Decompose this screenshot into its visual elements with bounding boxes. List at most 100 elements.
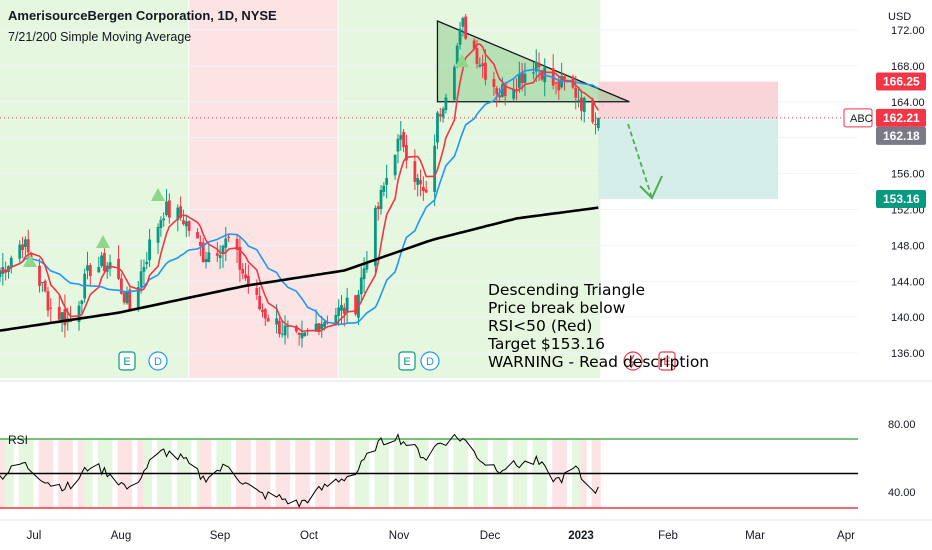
annotation-line: RSI<50 (Red) xyxy=(488,317,593,335)
chart-title: AmerisourceBergen Corporation, 1D, NYSE xyxy=(8,8,277,23)
candle-body xyxy=(244,274,247,279)
candle-body xyxy=(342,307,346,314)
trend-zone-bull xyxy=(338,0,601,378)
projection-arrow xyxy=(627,123,653,199)
sma7-line xyxy=(0,43,599,333)
candle-body xyxy=(46,291,50,311)
candle-body xyxy=(221,245,225,254)
x-tick-label: Nov xyxy=(389,530,410,542)
candle-body xyxy=(122,292,126,303)
candle-body xyxy=(201,242,205,263)
candle-body xyxy=(49,307,53,309)
candle-body xyxy=(314,323,318,332)
candle-body xyxy=(26,239,30,253)
candle-body xyxy=(263,309,267,319)
candle-body xyxy=(419,180,422,185)
candle-body xyxy=(596,117,600,129)
candle-body xyxy=(574,87,578,98)
candle-body xyxy=(396,138,400,152)
candle-body xyxy=(441,108,445,118)
candle-body xyxy=(278,320,281,335)
split-marker-icon xyxy=(623,351,643,371)
event-marker-label: D xyxy=(154,356,162,368)
candle-body xyxy=(24,239,27,248)
dividend-marker-icon xyxy=(420,351,440,371)
candle-body xyxy=(376,206,380,210)
candle-body xyxy=(481,63,485,67)
price-badge xyxy=(876,72,926,91)
candle-body xyxy=(235,239,239,250)
x-tick-label: Sep xyxy=(210,530,230,542)
candle-body xyxy=(512,88,516,99)
x-tick-label: Jul xyxy=(27,530,42,542)
candle-body xyxy=(379,189,383,210)
candle-body xyxy=(215,253,219,256)
price-tick-label: 140.00 xyxy=(891,312,925,324)
candle-body xyxy=(455,45,459,65)
candle-body xyxy=(503,83,507,97)
candle-body xyxy=(345,297,349,313)
candle-body xyxy=(540,70,544,80)
price-tick-label: 148.00 xyxy=(891,240,925,252)
price-badge-label: 166.25 xyxy=(883,75,920,89)
candle-body xyxy=(77,305,81,322)
candle-body xyxy=(88,265,92,276)
sma200-line xyxy=(0,206,599,332)
candle-body xyxy=(577,100,580,102)
candle-body xyxy=(340,305,343,311)
candle-body xyxy=(436,112,439,143)
pane-gap xyxy=(0,382,932,412)
price-tick-label: 136.00 xyxy=(891,348,925,360)
target-zone xyxy=(598,117,778,200)
price-axis-bg xyxy=(859,0,932,380)
price-badge xyxy=(876,190,926,209)
candle-body xyxy=(385,178,389,185)
candle-body xyxy=(159,219,163,228)
candle-body xyxy=(103,253,106,272)
candle-body xyxy=(184,221,188,227)
price-badge-label: 153.16 xyxy=(883,192,920,206)
signal-arrow-icon xyxy=(151,188,165,201)
candle-body xyxy=(402,131,405,148)
candle-body xyxy=(97,267,101,273)
candle-body xyxy=(382,185,386,192)
candle-body xyxy=(416,178,420,185)
candle-body xyxy=(337,307,341,316)
currency-label: USD xyxy=(888,11,911,23)
candle-body xyxy=(557,81,561,91)
candle-body xyxy=(563,76,566,80)
candle-body xyxy=(266,317,270,322)
price-tick-label: 164.00 xyxy=(891,97,925,109)
candle-body xyxy=(594,124,597,126)
rsi-tick-label: 40.00 xyxy=(888,487,916,499)
candle-body xyxy=(218,255,222,258)
candle-body xyxy=(354,295,358,315)
candle-body xyxy=(534,61,538,72)
candle-body xyxy=(532,72,535,74)
annotation-line: WARNING - Read description xyxy=(488,353,710,371)
candle-body xyxy=(498,95,501,98)
candle-body xyxy=(57,306,61,320)
candle-body xyxy=(303,332,307,337)
candle-body xyxy=(294,326,298,332)
event-marker-label: E xyxy=(663,356,670,368)
candle-body xyxy=(258,296,262,310)
candle-body xyxy=(255,287,259,295)
candle-body xyxy=(246,275,250,286)
candle-body xyxy=(275,318,278,325)
candle-body xyxy=(18,244,22,259)
earnings-marker-icon xyxy=(118,351,136,371)
candle-body xyxy=(517,74,521,88)
candle-body xyxy=(580,97,583,111)
candle-body xyxy=(444,97,448,111)
rsi-tick-label: 80.00 xyxy=(888,419,916,431)
price-tick-label: 168.00 xyxy=(891,61,925,73)
x-tick-label: Oct xyxy=(300,530,319,542)
candle-body xyxy=(365,263,369,270)
candle-body xyxy=(484,62,487,80)
indicator-legend: 7/21/200 Simple Moving Average xyxy=(8,30,192,44)
candle-body xyxy=(297,332,301,335)
candle-body xyxy=(63,308,67,326)
candle-body xyxy=(9,257,13,267)
